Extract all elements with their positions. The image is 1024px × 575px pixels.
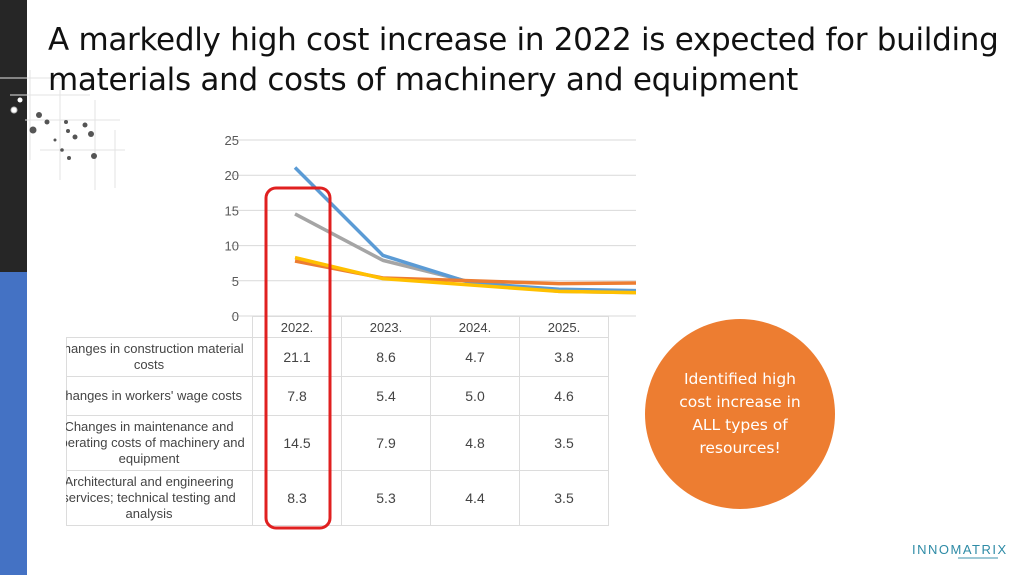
category-label: 2024. <box>430 316 520 338</box>
table-row: Changes in workers' wage costs 7.8 5.4 5.0 4… <box>66 376 609 416</box>
y-tick-label: 20 <box>225 168 239 183</box>
data-cell: 5.4 <box>341 376 431 416</box>
callout-circle: Identified high cost increase in ALL typ… <box>645 319 835 509</box>
row-label: Changes in construction material costs <box>66 341 244 372</box>
data-cell: 8.6 <box>341 337 431 377</box>
header-blank-cell <box>67 317 253 338</box>
row-label: Changes in workers' wage costs <box>66 388 242 403</box>
data-cell: 4.6 <box>519 376 609 416</box>
row-label: Architectural and engineering services; … <box>66 474 236 521</box>
data-cell: 3.5 <box>519 470 609 526</box>
y-tick-label: 15 <box>225 203 239 218</box>
company-logo: INNOMATRIX <box>912 542 1008 557</box>
series-line-4 <box>294 255 636 295</box>
table-row: Changes in construction material costs 21… <box>66 337 609 377</box>
row-label-cell: Architectural and engineering services; … <box>66 470 253 526</box>
row-label-cell: Changes in workers' wage costs <box>66 376 253 416</box>
data-cell: 5.3 <box>341 470 431 526</box>
data-cell: 8.3 <box>252 470 342 526</box>
row-label: Changes in maintenance and operating cos… <box>66 419 245 466</box>
row-label-cell: Changes in maintenance and operating cos… <box>66 415 253 471</box>
table-row: Architectural and engineering services; … <box>66 470 609 526</box>
y-tick-label: 5 <box>232 274 239 289</box>
data-cell: 3.8 <box>519 337 609 377</box>
category-label: 2023. <box>341 316 431 338</box>
row-label-cell: Changes in construction material costs <box>66 337 253 377</box>
blue-side-bar <box>0 272 27 575</box>
table-header-row: 2022. 2023. 2024. 2025. <box>67 316 609 338</box>
category-label: 2022. <box>252 316 342 338</box>
data-cell: 4.7 <box>430 337 520 377</box>
series-line-1 <box>293 166 636 293</box>
category-label: 2025. <box>519 316 609 338</box>
data-cell: 7.8 <box>252 376 342 416</box>
data-cell: 14.5 <box>252 415 342 471</box>
y-tick-label: 10 <box>225 239 239 254</box>
data-cell: 4.8 <box>430 415 520 471</box>
y-tick-label: 0 <box>232 309 239 324</box>
data-table: 2022. 2023. 2024. 2025. Changes in construct… <box>66 316 609 526</box>
data-cell: 21.1 <box>252 337 342 377</box>
series-line-2 <box>294 259 636 286</box>
table-row: Changes in maintenance and operating cos… <box>66 415 609 471</box>
slide-title: A markedly high cost increase in 2022 is… <box>48 22 999 98</box>
data-cell: 4.4 <box>430 470 520 526</box>
data-cell: 3.5 <box>519 415 609 471</box>
dark-side-bar <box>0 0 27 272</box>
data-cell: 5.0 <box>430 376 520 416</box>
logo-underline <box>958 557 998 559</box>
callout-text: Identified high cost increase in ALL typ… <box>679 370 801 457</box>
cost-chart: 0 5 10 15 20 25 2022. 2023. 2024. 2025. Changes i… <box>66 118 636 530</box>
decorative-dots <box>0 70 125 190</box>
y-tick-label: 25 <box>225 133 239 148</box>
data-cell: 7.9 <box>341 415 431 471</box>
